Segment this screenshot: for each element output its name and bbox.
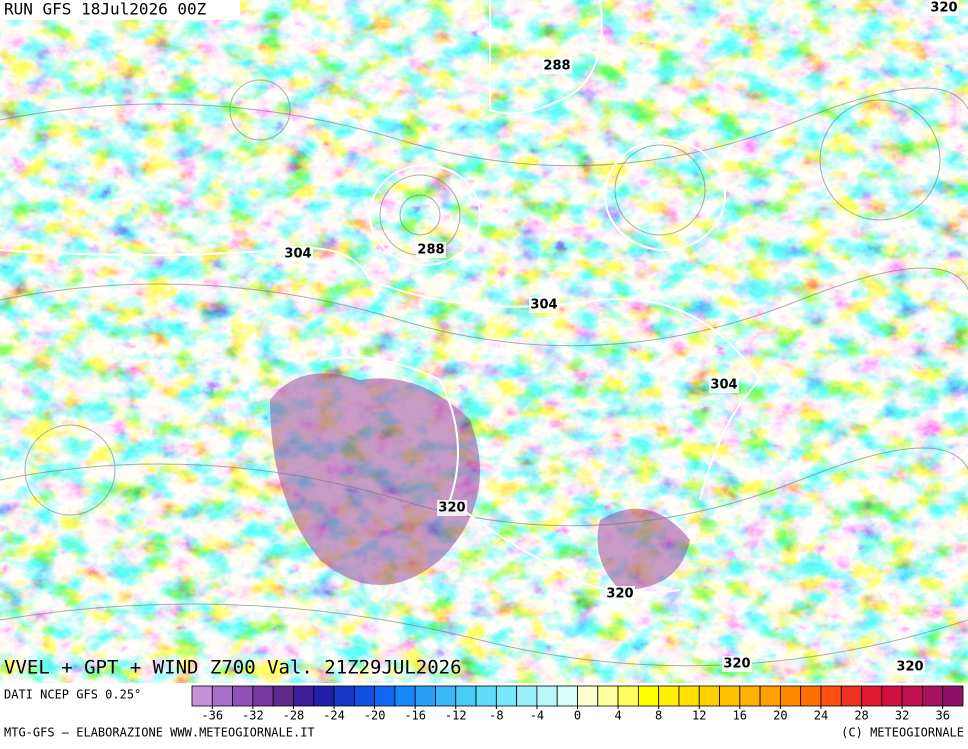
- colorbar-box: [353, 685, 376, 707]
- colorbar-box: [475, 685, 497, 707]
- colorbar-tick-label: -12: [445, 709, 467, 723]
- colorbar-box: [556, 685, 578, 707]
- contour-label: 320: [896, 660, 923, 675]
- colorbar-source: DATI NCEP GFS 0.25°: [4, 688, 141, 702]
- colorbar-box: [293, 685, 315, 707]
- colorbar-box: [820, 685, 842, 707]
- ascent-region: [270, 373, 480, 585]
- contour-label: 304: [530, 298, 557, 313]
- colorbar-box: [678, 685, 700, 707]
- colorbar-box: [313, 685, 335, 707]
- contour-label-bg: [542, 58, 572, 74]
- colorbar-tick-label: 32: [895, 709, 909, 723]
- contour-label-bg: [529, 297, 559, 313]
- colorbar-box: [516, 685, 538, 707]
- colorbar-tick-label: -28: [283, 709, 305, 723]
- colorbar-box: [394, 685, 416, 707]
- contour-label-bg: [722, 656, 752, 672]
- footer-credit: MTG-GFS — ELABORAZIONE WWW.METEOGIORNALE…: [4, 726, 315, 740]
- ascent-region: [597, 508, 690, 590]
- colorbar-box: [252, 685, 274, 707]
- colorbar-tick-label: 8: [655, 709, 662, 723]
- vvel-detail: [0, 0, 968, 683]
- colorbar-box: [577, 685, 599, 707]
- colorbar-box: [658, 685, 680, 707]
- colorbar-box: [739, 685, 761, 707]
- colorbar-box: [455, 685, 477, 707]
- contour-label-bg: [895, 659, 925, 675]
- colorbar-box: [536, 685, 558, 707]
- colorbar-box: [779, 685, 802, 707]
- colorbar-box: [211, 685, 233, 707]
- colorbar-box: [861, 685, 883, 707]
- footer-copyright: (C) METEOGIORNALE: [841, 726, 964, 740]
- colorbar-box: [414, 685, 436, 707]
- colorbar-tick-label: -20: [364, 709, 386, 723]
- colorbar-box: [922, 685, 944, 707]
- colorbar-box: [232, 685, 254, 707]
- colorbar-tick-label: -24: [323, 709, 345, 723]
- colorbar-box: [637, 685, 660, 707]
- colorbar-box: [495, 685, 518, 707]
- contour-label: 304: [284, 247, 311, 262]
- contour-label: 288: [543, 59, 570, 74]
- colorbar-tick-label: 20: [773, 709, 787, 723]
- colorbar-box: [272, 685, 294, 707]
- colorbar-box: [191, 685, 213, 707]
- colorbar-tick-label: -4: [530, 709, 544, 723]
- contour-label-bg: [416, 242, 446, 258]
- contour-label-bg: [605, 586, 635, 602]
- map-field: RUN GFS 18Jul2026 00Z VVEL + GPT + WIND …: [0, 0, 968, 683]
- map-title: VVEL + GPT + WIND Z700 Val. 21Z29JUL2026: [4, 657, 462, 679]
- contour-label-bg: [437, 500, 467, 516]
- colorbar-tick-label: 28: [854, 709, 868, 723]
- colorbar-tick-label: 24: [814, 709, 828, 723]
- colorbar-box: [617, 685, 639, 707]
- colorbar-box: [698, 685, 720, 707]
- colorbar-tick-label: 12: [692, 709, 706, 723]
- colorbar-box: [800, 685, 822, 707]
- colorbar-box: [333, 685, 355, 707]
- colorbar-tick-label: -16: [404, 709, 426, 723]
- colorbar-tick-label: 16: [733, 709, 747, 723]
- contour-label-bg: [283, 246, 313, 262]
- contour-label: 320: [723, 657, 750, 672]
- colorbar-box: [719, 685, 741, 707]
- colorbar-tick-label: 36: [935, 709, 949, 723]
- streamlines: [0, 79, 968, 667]
- contour-label-bg: [709, 377, 739, 393]
- colorbar-tick-label: 4: [614, 709, 621, 723]
- colorbar-tick-label: -32: [242, 709, 264, 723]
- colorbar-box: [881, 685, 903, 707]
- colorbar-tick-label: -36: [201, 709, 223, 723]
- colorbar-box: [759, 685, 781, 707]
- contour-label: 320: [438, 501, 465, 516]
- run-label: RUN GFS 18Jul2026 00Z: [4, 0, 207, 19]
- colorbar-box: [942, 685, 964, 707]
- contour-label: 320: [930, 1, 957, 16]
- contour-label: 304: [710, 378, 737, 393]
- contour-label: 288: [417, 243, 444, 258]
- colorbar-box: [374, 685, 396, 707]
- colorbar-tick-label: 0: [574, 709, 581, 723]
- colorbar-box: [840, 685, 862, 707]
- colorbar-box: [435, 685, 457, 707]
- contour-label-bg: [929, 0, 959, 16]
- run-label-bg: [0, 0, 240, 20]
- colorbar-box: [597, 685, 619, 707]
- colorbar-tick-label: -8: [489, 709, 503, 723]
- colorbar-box: [901, 685, 923, 707]
- contour-label: 320: [606, 587, 633, 602]
